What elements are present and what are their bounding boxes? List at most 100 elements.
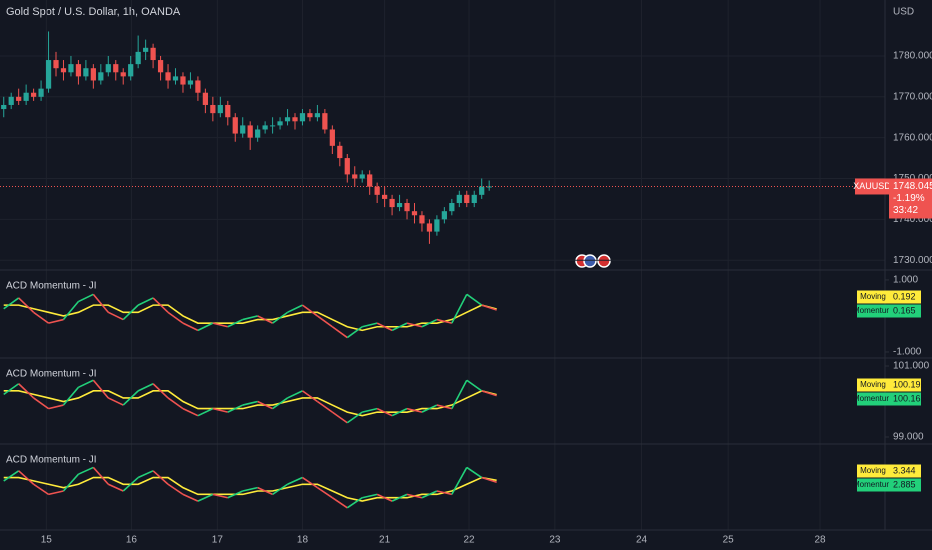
candle-body (426, 223, 433, 232)
momentum-segment (227, 490, 244, 499)
momentum-segment (406, 322, 423, 328)
y-tick-label: 1760.000 (893, 132, 932, 143)
momentum-segment (316, 315, 333, 328)
momentum-segment (212, 493, 228, 499)
candle-body (157, 60, 164, 73)
legend-box (857, 464, 889, 478)
momentum-segment (362, 493, 378, 499)
candle-body (8, 96, 14, 105)
candle-body (53, 60, 59, 69)
momentum-segment (242, 400, 258, 406)
candle-body (60, 68, 67, 73)
legend-label: Momentum (853, 394, 893, 403)
candle-body (187, 80, 194, 85)
legend-value: 0.165 (893, 305, 916, 315)
momentum-segment (137, 470, 154, 479)
symbol-box (855, 178, 889, 195)
momentum-segment (92, 379, 109, 399)
candle-body (396, 203, 403, 208)
candle-body (98, 72, 104, 81)
candle-body (449, 203, 455, 212)
candle-body (210, 104, 216, 114)
y-tick-label: -1.000 (893, 347, 922, 358)
event-icon[interactable] (597, 254, 611, 268)
legend-value-box (889, 464, 921, 478)
legend-value-box (889, 378, 921, 392)
momentum-segment (107, 483, 124, 492)
momentum-segment (33, 483, 49, 496)
momentum-segment (122, 304, 139, 321)
candle-body (105, 64, 111, 73)
candle-body (419, 215, 425, 224)
legend-label: Moving (860, 380, 886, 389)
legend-box (857, 304, 889, 318)
momentum-segment (376, 322, 393, 332)
countdown-label: 33:42 (893, 205, 918, 216)
candle-body (113, 64, 119, 73)
momentum-segment (287, 390, 303, 399)
momentum-segment (436, 490, 453, 496)
x-tick-label: 18 (297, 535, 309, 546)
candle-body (269, 125, 276, 127)
y-tick-label: 1770.000 (893, 91, 932, 102)
momentum-segment (257, 486, 273, 496)
y-axis-label: USD (893, 7, 914, 18)
momentum-segment (451, 467, 468, 495)
candle-body (30, 92, 37, 97)
legend-value: 2.885 (893, 479, 916, 489)
momentum-segment (137, 383, 154, 392)
candle-body (38, 88, 44, 97)
price-box (889, 178, 932, 219)
candle-body (262, 125, 268, 130)
x-tick-label: 22 (463, 535, 475, 546)
momentum-segment (346, 411, 363, 424)
momentum-segment (451, 293, 468, 324)
candle-body (75, 64, 82, 77)
momentum-segment (272, 397, 288, 410)
event-icon[interactable] (583, 254, 597, 268)
momentum-segment (466, 466, 483, 479)
momentum-segment (436, 318, 453, 324)
momentum-segment (197, 407, 214, 417)
momentum-segment (152, 470, 169, 485)
candle-body (292, 117, 298, 122)
momentum-segment (302, 390, 318, 403)
candle-body (329, 129, 335, 146)
legend-value: 0.192 (893, 291, 916, 301)
candle-body (150, 47, 156, 61)
momentum-segment (152, 383, 169, 399)
momentum-segment (362, 322, 378, 328)
candle-body (352, 174, 358, 179)
candle-body (247, 125, 253, 138)
momentum-segment (257, 400, 273, 410)
momentum-segment (227, 404, 244, 413)
momentum-segment (3, 383, 20, 396)
momentum-segment (481, 476, 497, 483)
candle-body (240, 125, 246, 134)
momentum-segment (18, 297, 35, 313)
momentum-segment (182, 407, 199, 417)
candle-body (128, 64, 134, 77)
momentum-segment (481, 304, 497, 311)
candle-body (277, 121, 283, 126)
momentum-segment (62, 301, 80, 321)
candle-body (180, 76, 186, 85)
pane-title: ACD Momentum - JI (6, 281, 97, 292)
candle-body (471, 194, 477, 204)
legend-label: Momentum (853, 306, 893, 315)
momentum-segment (302, 476, 318, 489)
momentum-segment (62, 386, 80, 406)
legend-label: Moving (860, 466, 886, 475)
candle-body (143, 47, 149, 52)
legend-label: Moving (860, 292, 886, 301)
momentum-segment (122, 476, 139, 492)
candle-body (374, 186, 380, 195)
momentum-segment (48, 318, 64, 324)
event-icons[interactable] (575, 254, 611, 268)
candle-body (411, 211, 418, 216)
momentum-segment (331, 411, 348, 424)
momentum-segment (272, 483, 288, 496)
x-tick-label: 15 (41, 535, 53, 546)
